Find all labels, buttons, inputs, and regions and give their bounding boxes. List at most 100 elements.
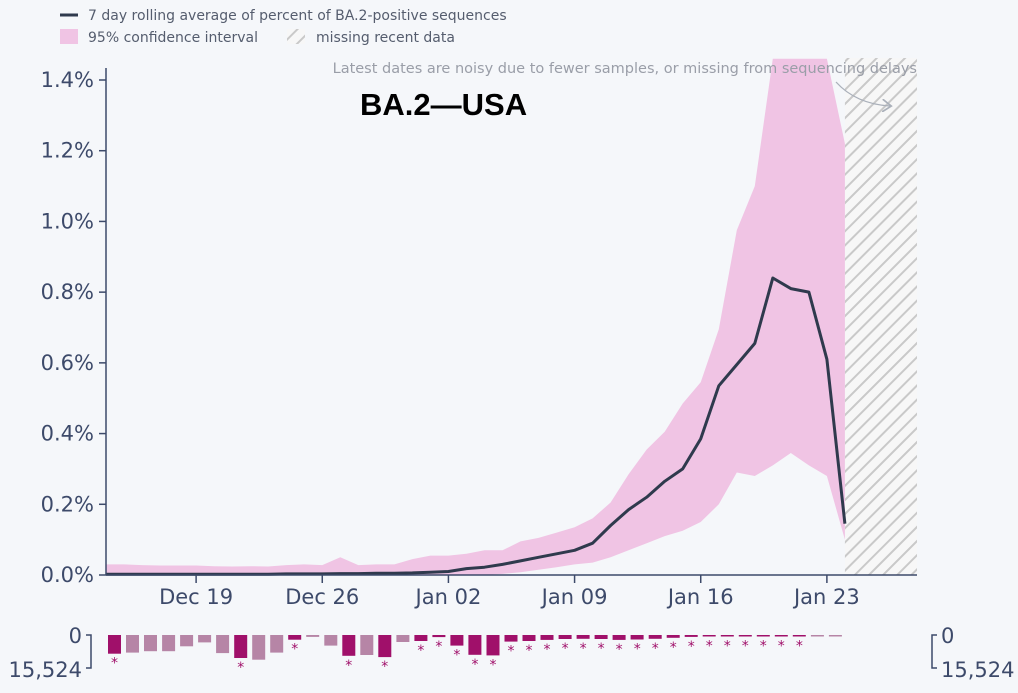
sample-count-bar xyxy=(144,635,157,652)
y-tick-label: 1.4% xyxy=(41,68,94,92)
low-sample-star: * xyxy=(742,639,749,655)
low-sample-star: * xyxy=(453,648,460,664)
x-tick-label: Jan 02 xyxy=(414,585,482,609)
y-axis-ticks: 0.0% 0.2% 0.4% 0.6% 0.8% 1.0% 1.2% 1.4% xyxy=(41,68,106,587)
count-bottom-label-right: 15,524 xyxy=(941,658,1014,682)
low-sample-star: * xyxy=(616,642,623,658)
sample-count-bar xyxy=(558,635,572,639)
sample-count-bar xyxy=(414,635,428,641)
low-sample-star: * xyxy=(544,642,551,658)
sample-count-bar xyxy=(576,635,590,639)
axes xyxy=(105,68,917,576)
low-sample-star: * xyxy=(490,657,497,673)
low-sample-star: * xyxy=(670,640,677,656)
sample-count-bar xyxy=(522,635,536,641)
low-sample-star: * xyxy=(652,641,659,657)
ci-band xyxy=(106,58,845,576)
missing-data-hatch xyxy=(844,58,917,575)
low-sample-star: * xyxy=(526,643,533,659)
legend-line-label: 7 day rolling average of percent of BA.2… xyxy=(88,8,507,24)
sample-count-bar xyxy=(450,635,464,646)
sample-count-bar xyxy=(162,635,176,652)
sample-count-bar xyxy=(468,635,482,655)
y-tick-label: 1.2% xyxy=(41,139,94,163)
y-tick-label: 0.4% xyxy=(41,422,94,446)
sample-count-bar xyxy=(126,635,139,653)
x-tick-label: Jan 23 xyxy=(792,585,860,609)
sample-count-bar xyxy=(216,635,230,654)
sample-count-bar xyxy=(432,635,446,638)
low-sample-star: * xyxy=(706,639,713,655)
low-sample-star: * xyxy=(508,644,515,660)
sample-count-bar xyxy=(684,635,698,637)
x-axis-ticks: Dec 19 Dec 26 Jan 02 Jan 09 Jan 16 Jan 23 xyxy=(159,575,860,609)
sample-count-bar xyxy=(720,635,734,637)
sample-count-bar xyxy=(774,635,788,637)
y-tick-label: 0.0% xyxy=(41,563,94,587)
sample-count-bar xyxy=(666,635,680,638)
count-bottom-label-left: 15,524 xyxy=(9,658,82,682)
sample-count-bar xyxy=(324,635,338,646)
legend-missing-label: missing recent data xyxy=(316,30,455,46)
count-top-label-right: 0 xyxy=(941,624,954,648)
low-sample-star: * xyxy=(381,659,388,675)
sample-count-bar xyxy=(810,635,824,637)
sample-count-bar xyxy=(360,635,374,655)
sample-count-bar xyxy=(828,635,842,637)
low-sample-star: * xyxy=(634,642,641,658)
y-tick-label: 0.6% xyxy=(41,351,94,375)
low-sample-star: * xyxy=(796,639,803,655)
x-tick-label: Jan 16 xyxy=(666,585,734,609)
sample-count-bar xyxy=(630,635,644,640)
sample-count-bar xyxy=(306,635,320,637)
sample-count-bar xyxy=(198,635,212,643)
sample-count-bar xyxy=(108,635,121,654)
sample-count-bar xyxy=(540,635,554,640)
sample-count-bar xyxy=(270,635,284,653)
y-tick-label: 1.0% xyxy=(41,209,94,233)
sample-count-bar xyxy=(180,635,194,647)
low-sample-star: * xyxy=(345,658,352,674)
low-sample-star: * xyxy=(778,639,785,655)
low-sample-star: * xyxy=(724,639,731,655)
sample-count-bar xyxy=(252,635,266,660)
chart-title: BA.2—USA xyxy=(360,87,527,122)
sample-count-bar xyxy=(378,635,392,658)
legend-missing-swatch xyxy=(287,29,305,44)
missing-data-region xyxy=(844,58,917,575)
sample-count-bar xyxy=(504,635,518,642)
sample-count-bar xyxy=(792,635,806,637)
x-tick-label: Jan 09 xyxy=(540,585,608,609)
count-bracket-left xyxy=(86,634,92,669)
sample-count-bar xyxy=(234,635,248,658)
x-tick-label: Dec 19 xyxy=(159,585,233,609)
sample-count-bar xyxy=(756,635,770,637)
low-sample-star: * xyxy=(688,639,695,655)
low-sample-star: * xyxy=(435,639,442,655)
legend-ci-label: 95% confidence interval xyxy=(88,30,258,46)
low-sample-star: * xyxy=(760,639,767,655)
x-tick-label: Dec 26 xyxy=(285,585,359,609)
sample-count-bar xyxy=(288,635,302,640)
sample-count-bar xyxy=(702,635,716,637)
sample-count-bar xyxy=(594,635,608,639)
sample-count-bar xyxy=(738,635,752,637)
annotation-arrow xyxy=(835,81,890,106)
confidence-interval xyxy=(106,58,845,576)
delay-annotation: Latest dates are noisy due to fewer samp… xyxy=(333,61,917,77)
low-sample-star: * xyxy=(580,641,587,657)
low-sample-star: * xyxy=(472,657,479,673)
y-tick-label: 0.2% xyxy=(41,492,94,516)
low-sample-star: * xyxy=(417,643,424,659)
y-tick-label: 0.8% xyxy=(41,280,94,304)
low-sample-star: * xyxy=(111,656,118,672)
sample-count-bar xyxy=(486,635,500,656)
legend: 7 day rolling average of percent of BA.2… xyxy=(60,8,507,46)
count-top-label-left: 0 xyxy=(69,624,82,648)
sample-count-bar xyxy=(648,635,662,639)
low-sample-star: * xyxy=(562,641,569,657)
low-sample-star: * xyxy=(598,641,605,657)
low-sample-star: * xyxy=(291,642,298,658)
legend-ci-swatch xyxy=(60,29,78,44)
